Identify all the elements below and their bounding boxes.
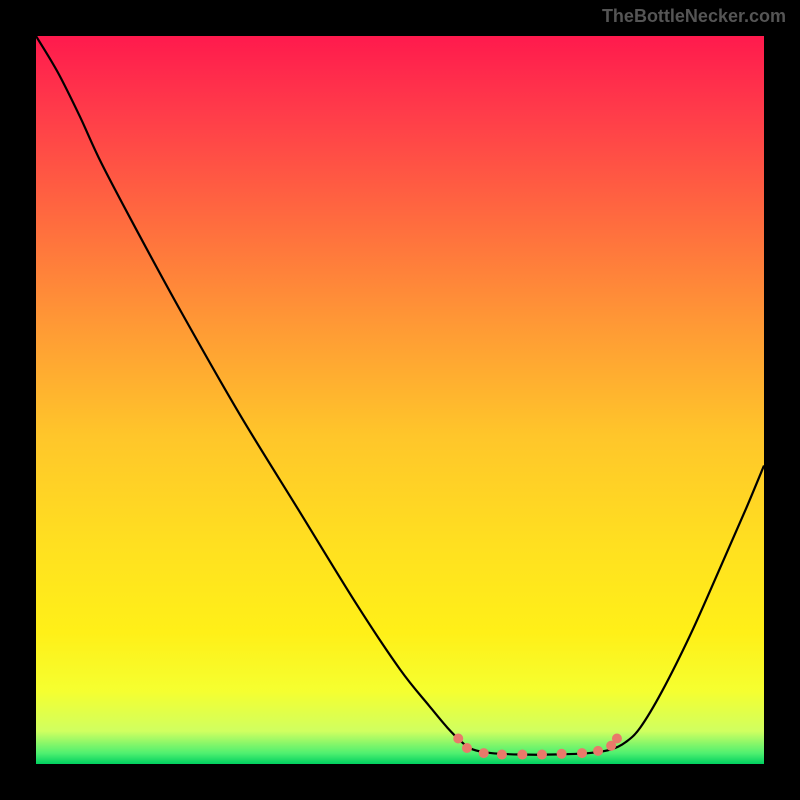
- valley-dot: [462, 743, 472, 753]
- valley-dots-group: [453, 734, 622, 760]
- bottleneck-curve: [36, 36, 764, 755]
- watermark-text: TheBottleNecker.com: [602, 6, 786, 27]
- valley-dot: [497, 750, 507, 760]
- valley-dot: [517, 750, 527, 760]
- valley-dot: [577, 748, 587, 758]
- plot-area: [36, 36, 764, 764]
- valley-dot: [593, 746, 603, 756]
- valley-dot: [612, 734, 622, 744]
- valley-dot: [537, 750, 547, 760]
- valley-dot: [453, 734, 463, 744]
- valley-dot: [557, 749, 567, 759]
- curve-layer: [36, 36, 764, 764]
- valley-dot: [479, 748, 489, 758]
